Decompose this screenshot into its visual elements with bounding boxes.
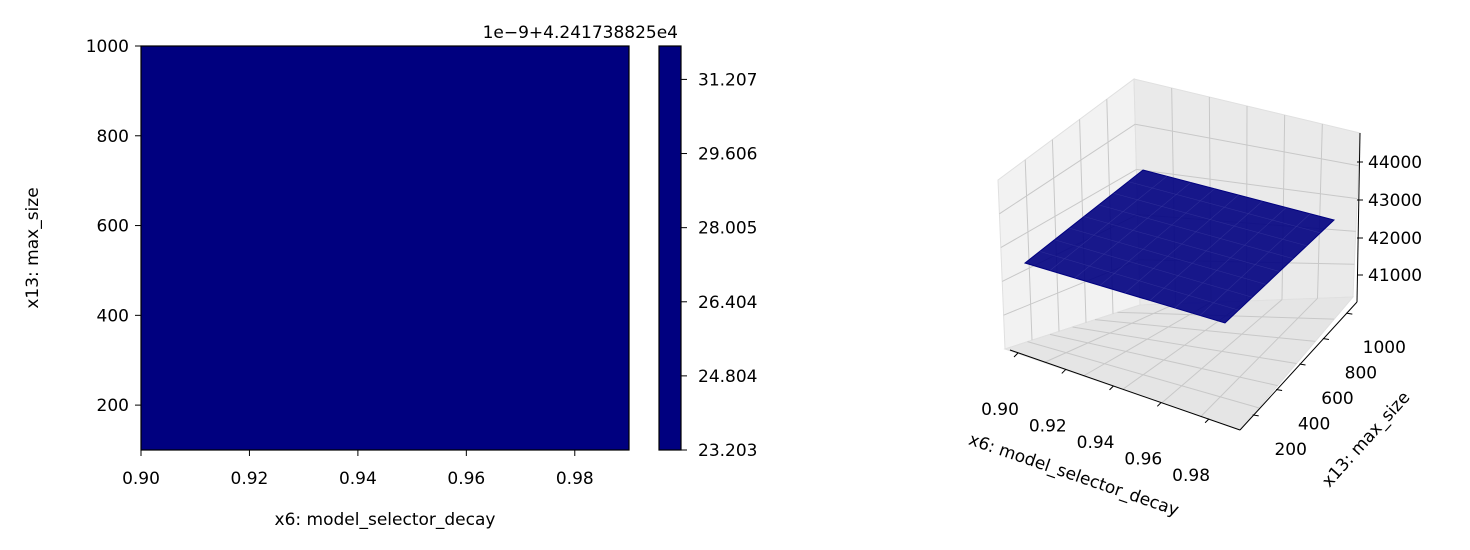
- surface-mesh: [1039, 176, 1321, 316]
- surface-z-tick-label: 42000: [1368, 229, 1422, 249]
- surface-x-tick: [1204, 418, 1210, 424]
- colorbar-tick-label: 24.804: [698, 367, 757, 387]
- surface-y-tick: [1346, 312, 1353, 315]
- heatmap-x-tick-label: 0.98: [556, 469, 594, 489]
- surface-y-tick-label: 200: [1274, 440, 1306, 460]
- colorbar-tick-label: 31.207: [698, 70, 757, 90]
- surface-x-tick-label: 0.90: [981, 400, 1019, 420]
- colorbar-tick-label: 26.404: [698, 293, 757, 313]
- colorbar-tick-label: 23.203: [698, 441, 757, 461]
- surface-y-tick-label: 1000: [1363, 338, 1406, 358]
- colorbar-axis: 23.203 24.804 26.404 28.005 29.606 31.207: [681, 70, 757, 461]
- surface-y-tick: [1299, 363, 1306, 366]
- surface-z-tick-label: 41000: [1368, 266, 1422, 286]
- heatmap-y-axis: 200 400 600 800 1000: [86, 37, 141, 416]
- heatmap-x-tick-label: 0.96: [447, 469, 485, 489]
- surface-y-tick: [1322, 338, 1329, 341]
- surface-y-tick-label: 800: [1345, 364, 1377, 384]
- heatmap-chart: 0.90 0.92 0.94 0.96 0.98 200 400 600 800 1000 x6…: [23, 23, 757, 530]
- heatmap-y-tick-label: 800: [97, 127, 129, 147]
- grid-line: [1135, 123, 1359, 167]
- surface-x-tick: [1061, 369, 1067, 374]
- surface-chart: 0.90 0.92 0.94 0.96 0.98 200 400 600 800 1000 41…: [966, 78, 1422, 521]
- heatmap-y-tick-label: 200: [97, 396, 129, 416]
- heatmap-y-axis-label: x13: max_size: [23, 187, 43, 308]
- surface-z-tick-label: 43000: [1368, 191, 1422, 211]
- surface-x-tick-label: 0.96: [1124, 449, 1162, 469]
- mesh-line: [1083, 216, 1280, 272]
- surface-z-axis: 41000 42000 43000 44000: [1357, 153, 1422, 286]
- surface-y-axis: 200 400 600 800 1000: [1252, 312, 1406, 460]
- surface-x-axis: 0.90 0.92 0.94 0.96 0.98: [981, 352, 1210, 486]
- grid-line: [1317, 123, 1323, 299]
- grid-line: [1051, 139, 1060, 332]
- heatmap-x-axis-label: x6: model_selector_decay: [275, 510, 496, 530]
- surface-x-axis-label: x6: model_selector_decay: [966, 430, 1181, 521]
- surface-x-tick: [1109, 385, 1114, 391]
- surface-y-tick-label: 600: [1321, 389, 1353, 409]
- colorbar-offset-label: 1e−9+4.241738825e4: [483, 23, 678, 43]
- surface-x-tick-label: 0.94: [1077, 433, 1115, 453]
- surface-y-axis-line: [1239, 301, 1358, 431]
- colorbar-tick-label: 28.005: [698, 219, 757, 239]
- surface-z-tick-label: 44000: [1368, 153, 1422, 173]
- heatmap-y-tick-label: 400: [97, 306, 129, 326]
- surface-y-tick: [1276, 388, 1283, 391]
- heatmap-x-axis: 0.90 0.92 0.94 0.96 0.98: [122, 450, 594, 489]
- surface-x-tick: [1013, 352, 1019, 358]
- colorbar-tick-label: 29.606: [698, 145, 757, 165]
- heatmap-x-tick-label: 0.94: [339, 469, 377, 489]
- mesh-line: [1128, 181, 1321, 234]
- mesh-line: [1199, 213, 1311, 316]
- surface-x-axis-line: [1009, 349, 1241, 431]
- surface-x-tick: [1156, 401, 1162, 407]
- colorbar: [658, 45, 682, 451]
- mesh-line: [1174, 207, 1287, 309]
- grid-line: [1136, 168, 1358, 200]
- grid-line: [999, 123, 1136, 215]
- surface-x-tick-label: 0.92: [1029, 416, 1067, 436]
- heatmap-plot-area: [140, 45, 630, 451]
- surface-z-axis-line: [1356, 132, 1361, 303]
- grid-line: [1024, 159, 1033, 341]
- mesh-line: [1149, 201, 1263, 301]
- mesh-line: [1113, 192, 1307, 247]
- heatmap-x-tick-label: 0.90: [122, 469, 160, 489]
- surface-y-tick-label: 400: [1298, 414, 1330, 434]
- grid-line: [1000, 168, 1137, 249]
- heatmap-y-tick-label: 1000: [86, 37, 129, 57]
- surface-x-tick-label: 0.98: [1172, 466, 1210, 486]
- mesh-line: [1098, 204, 1294, 259]
- heatmap-y-tick-label: 600: [97, 217, 129, 237]
- surface-y-tick: [1252, 414, 1259, 417]
- surface-plane: [1023, 169, 1335, 324]
- heatmap-x-tick-label: 0.92: [231, 469, 269, 489]
